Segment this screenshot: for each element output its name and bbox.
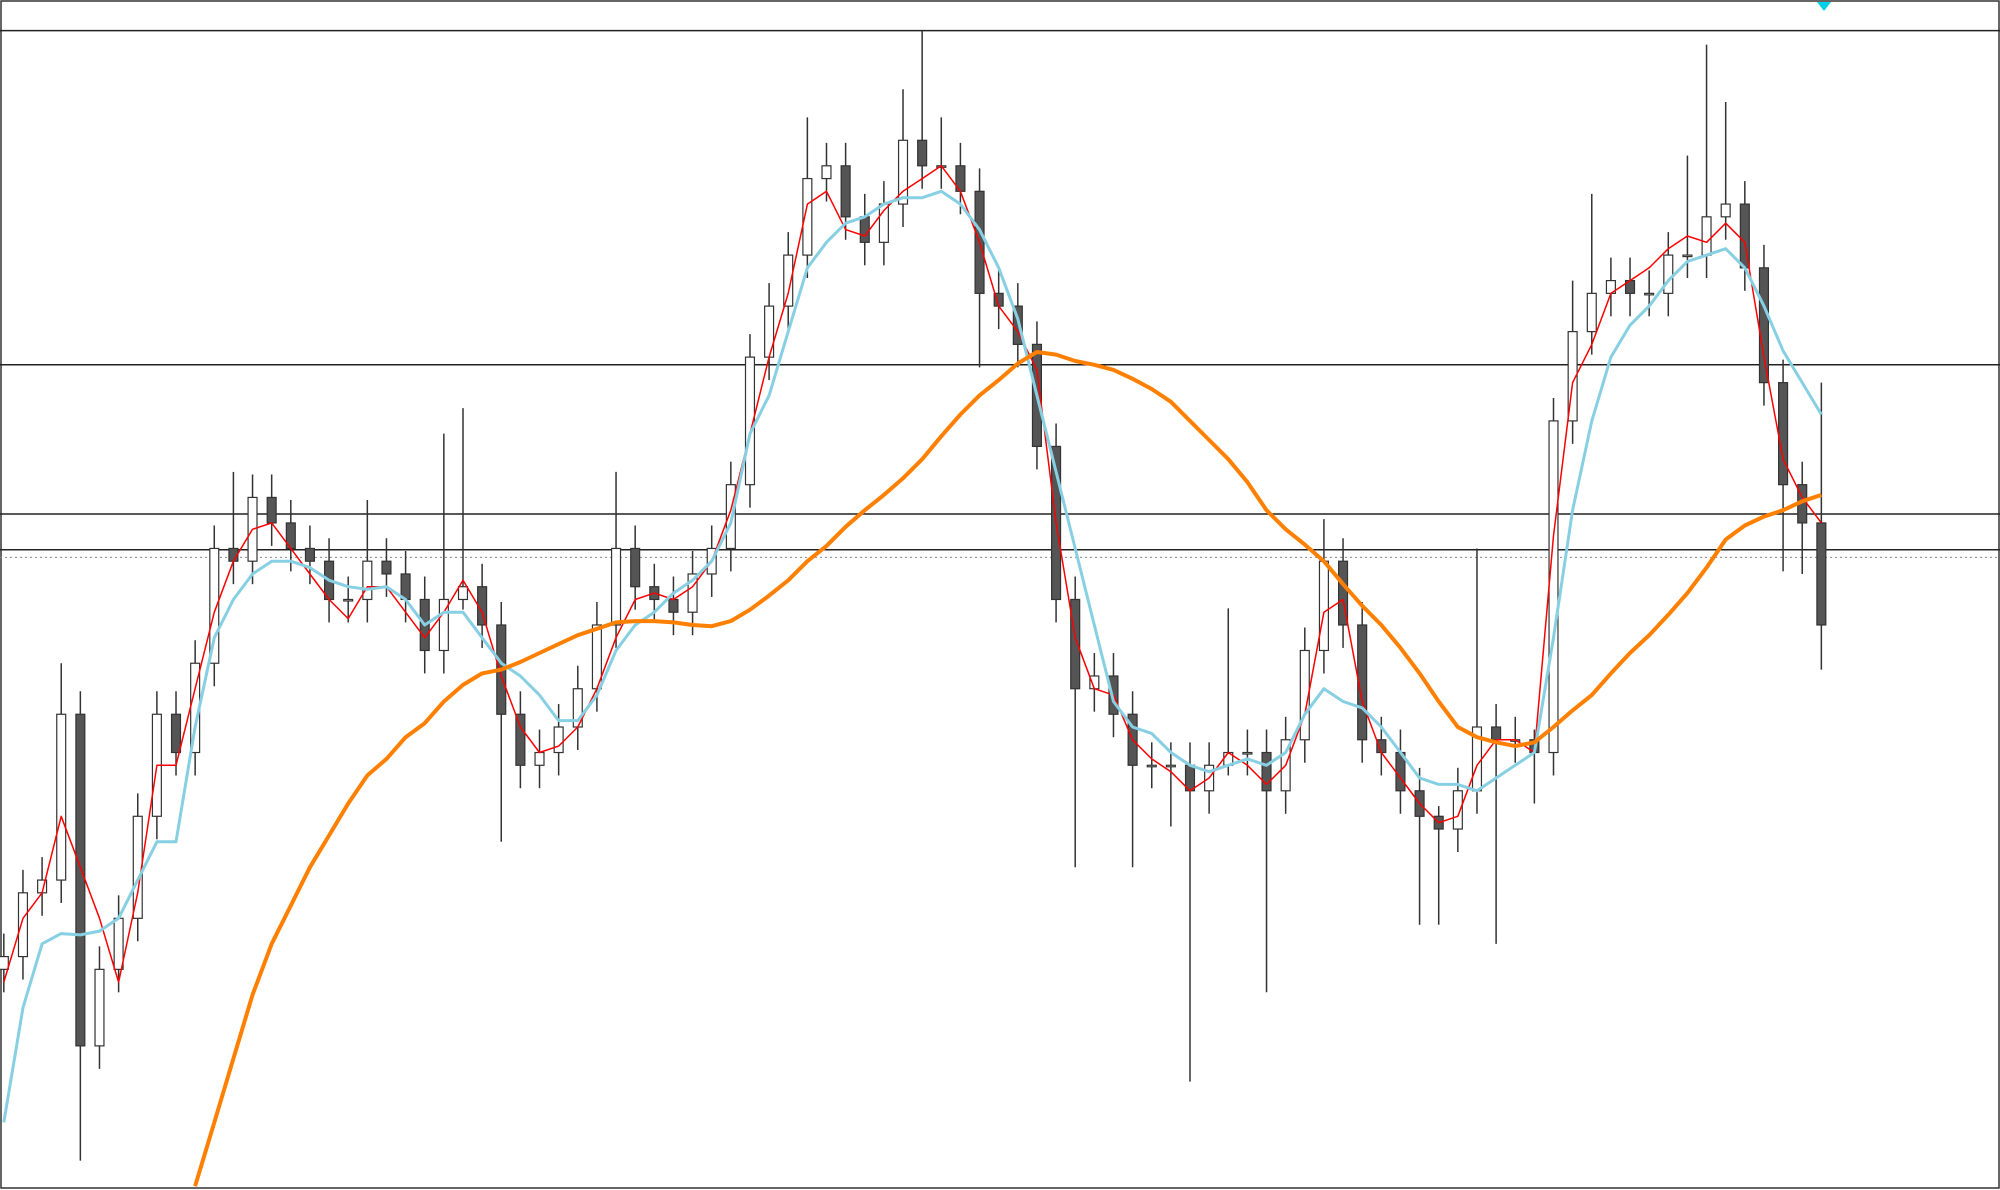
candle-body xyxy=(1778,382,1789,486)
candle-body xyxy=(610,547,622,626)
candle-body xyxy=(1548,420,1559,754)
candle-body xyxy=(687,573,698,613)
candle-body xyxy=(1165,764,1176,768)
candle-body xyxy=(1146,764,1157,768)
candle-body xyxy=(534,751,545,766)
candle-body xyxy=(0,955,9,970)
candle-body xyxy=(1586,292,1597,333)
candle-body xyxy=(75,713,86,1047)
candle-body xyxy=(897,139,909,205)
candle-body xyxy=(170,713,182,754)
moving-average-line xyxy=(3,165,1822,983)
candle-body xyxy=(1644,292,1655,296)
candle-body xyxy=(1261,751,1272,792)
candle-body xyxy=(630,547,641,588)
candle-body xyxy=(17,892,29,958)
candle-body xyxy=(1682,254,1693,258)
candle-body xyxy=(381,560,392,575)
candle-body xyxy=(94,968,105,1047)
candle-body xyxy=(1663,254,1674,294)
candle-body xyxy=(821,165,832,180)
moving-average-line xyxy=(193,350,1823,1187)
candle-body xyxy=(1242,751,1253,755)
candle-body xyxy=(362,560,373,601)
candle-body xyxy=(1299,649,1310,741)
candle-body xyxy=(1701,216,1712,256)
candle-body xyxy=(1567,331,1578,422)
candle-body xyxy=(840,165,851,218)
candle-body xyxy=(802,177,813,256)
candle-body xyxy=(438,598,449,652)
candle-body xyxy=(1491,726,1502,741)
candle-body xyxy=(56,713,67,881)
candle-body xyxy=(457,586,469,601)
candle-body xyxy=(304,547,315,562)
candle-body xyxy=(1070,598,1081,690)
candle-body xyxy=(553,726,564,754)
candle-body xyxy=(744,356,756,486)
candle-body xyxy=(1337,560,1349,626)
candle-body xyxy=(917,139,928,167)
candle-body xyxy=(343,598,354,602)
candle-body xyxy=(764,305,775,358)
candle-body xyxy=(266,496,277,524)
candles xyxy=(0,30,1827,1161)
moving-average-line xyxy=(2,189,1823,1123)
candle-body xyxy=(113,917,124,970)
candle-body xyxy=(1816,522,1827,626)
candle-body xyxy=(1758,267,1770,384)
candle-body xyxy=(859,216,870,243)
candle-body xyxy=(783,254,794,307)
candle-body xyxy=(1318,560,1329,652)
lines xyxy=(2,165,1823,1187)
candle-body xyxy=(1452,790,1463,830)
marker-triangle xyxy=(1817,2,1831,11)
candle-body xyxy=(209,547,220,664)
levels xyxy=(0,29,2000,558)
candle-body xyxy=(1720,203,1731,218)
candle-body xyxy=(515,713,526,766)
candle-body xyxy=(668,598,679,613)
candle-body xyxy=(1357,624,1368,741)
